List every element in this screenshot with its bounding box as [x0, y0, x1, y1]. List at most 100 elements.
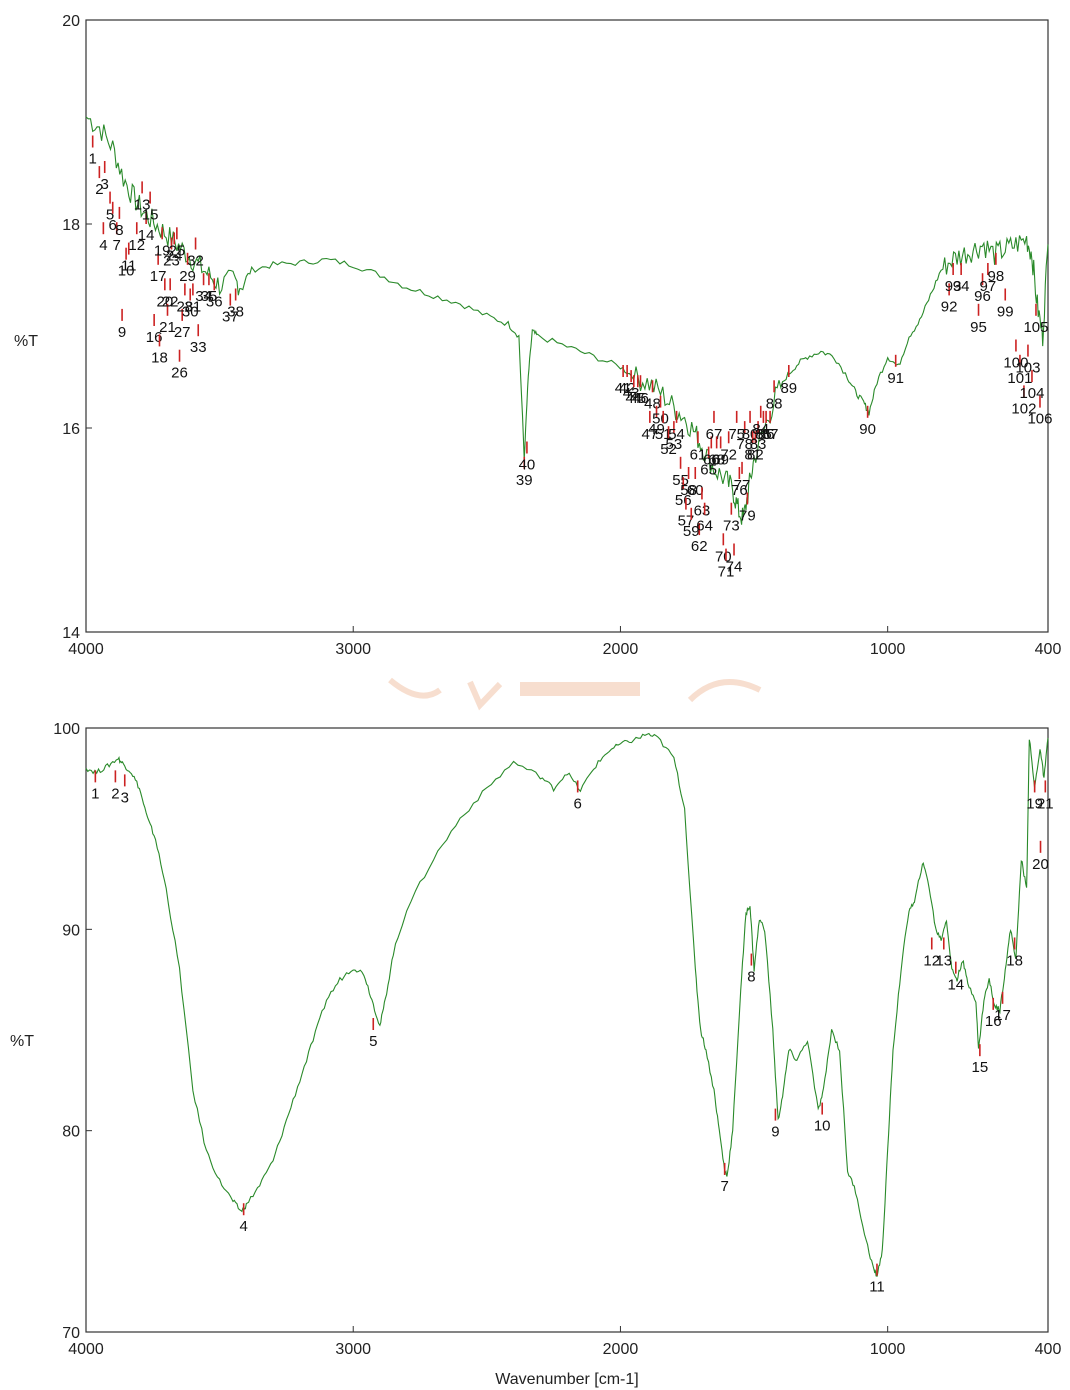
- peak-label: 10: [118, 263, 135, 280]
- x-tick-label: 400: [1035, 1341, 1062, 1358]
- peak-label: 15: [972, 1059, 989, 1076]
- peak-label: 87: [762, 426, 779, 443]
- peak-label: 7: [720, 1178, 728, 1195]
- x-tick-label: 2000: [603, 641, 639, 658]
- peak-label: 78: [736, 436, 753, 453]
- peak-label: 54: [668, 426, 685, 443]
- peak-label: 24: [166, 247, 183, 264]
- x-axis-title: Wavenumber [cm-1]: [495, 1371, 638, 1388]
- x-tick-label: 3000: [335, 641, 371, 658]
- peak-label: 4: [239, 1218, 247, 1235]
- peak-label: 74: [726, 559, 743, 576]
- peak-marker-layer: 1234567891011121314151617181920212223242…: [89, 135, 1052, 581]
- peak-label: 65: [700, 462, 717, 479]
- peak-label: 8: [747, 969, 755, 986]
- peak-label: 38: [227, 304, 244, 321]
- peak-label: 97: [980, 278, 997, 295]
- peak-label: 96: [974, 288, 991, 305]
- peak-label: 14: [138, 227, 155, 244]
- peak-label: 76: [731, 482, 748, 499]
- axis-tick-layer: 4000 3000 2000 1000 400 70 80 90 100: [53, 721, 1061, 1358]
- peak-label: 6: [574, 795, 582, 812]
- peak-label: 66: [703, 451, 720, 468]
- spectrum-line: [85, 116, 1049, 525]
- peak-label: 102: [1011, 400, 1036, 417]
- y-tick-label: 70: [62, 1325, 80, 1342]
- peak-label: 50: [652, 411, 669, 428]
- peak-label: 61: [690, 446, 707, 463]
- peak-label: 36: [206, 293, 223, 310]
- peak-label: 103: [1015, 360, 1040, 377]
- peak-label: 71: [718, 564, 735, 581]
- peak-label: 11: [121, 258, 137, 275]
- peak-label: 18: [1006, 952, 1023, 969]
- peak-label: 41: [615, 380, 632, 397]
- peak-label: 101: [1007, 370, 1032, 387]
- peak-label: 89: [780, 380, 797, 397]
- peak-label: 5: [106, 207, 114, 224]
- y-tick-label: 90: [62, 922, 80, 939]
- y-axis-title: %T: [14, 333, 38, 350]
- peak-label: 57: [678, 513, 695, 530]
- peak-label: 34: [195, 288, 212, 305]
- peak-label: 84: [752, 421, 769, 438]
- peak-label: 73: [723, 518, 740, 535]
- peak-label: 21: [1037, 795, 1054, 812]
- peak-label: 32: [187, 253, 204, 270]
- y-axis-title: %T: [10, 1033, 34, 1050]
- peak-label: 55: [672, 472, 689, 489]
- peak-label: 22: [162, 293, 179, 310]
- peak-label: 20: [156, 293, 173, 310]
- peak-label: 81: [744, 446, 761, 463]
- peak-label: 25: [169, 242, 186, 259]
- peak-label: 2: [95, 181, 103, 198]
- peak-label: 33: [190, 339, 207, 356]
- spectrum-line: [85, 732, 1049, 1277]
- peak-label: 80: [742, 426, 759, 443]
- peak-label: 42: [619, 380, 636, 397]
- peak-label: 5: [369, 1033, 377, 1050]
- spectrum-layer: [85, 116, 1049, 525]
- peak-label: 26: [171, 365, 188, 382]
- peak-label: 21: [159, 319, 176, 336]
- peak-label: 51: [655, 426, 672, 443]
- peak-label: 17: [150, 268, 167, 285]
- peak-label: 68: [708, 451, 725, 468]
- peak-label: 13: [134, 196, 151, 213]
- peak-label: 69: [712, 451, 729, 468]
- y-tick-label: 16: [62, 421, 80, 438]
- peak-label: 62: [691, 538, 708, 555]
- peak-label: 14: [947, 977, 964, 994]
- peak-label: 16: [985, 1013, 1002, 1030]
- peak-label: 11: [869, 1279, 885, 1296]
- peak-label: 70: [715, 548, 732, 565]
- peak-label: 92: [941, 298, 958, 315]
- peak-label: 1: [89, 151, 97, 168]
- peak-label: 59: [683, 523, 700, 540]
- peak-label: 46: [632, 390, 649, 407]
- peak-label: 12: [128, 237, 145, 254]
- peak-label: 12: [923, 952, 940, 969]
- watermark-decoration: [388, 677, 762, 711]
- peak-label: 13: [935, 952, 952, 969]
- peak-label: 47: [641, 426, 658, 443]
- peak-label: 16: [146, 329, 163, 346]
- peak-label: 67: [706, 426, 723, 443]
- peak-label: 104: [1019, 385, 1044, 402]
- plot-frame: [85, 727, 1049, 1333]
- peak-label: 58: [680, 482, 697, 499]
- peak-label: 31: [185, 298, 202, 315]
- peak-label: 91: [887, 370, 904, 387]
- peak-label: 10: [814, 1118, 831, 1135]
- y-tick-label: 80: [62, 1124, 80, 1141]
- peak-label: 27: [174, 324, 191, 341]
- peak-label: 72: [720, 446, 737, 463]
- peak-label: 3: [121, 789, 129, 806]
- peak-label: 105: [1023, 319, 1048, 336]
- peak-label: 90: [859, 421, 876, 438]
- peak-label: 15: [142, 207, 159, 224]
- peak-label: 9: [118, 324, 126, 341]
